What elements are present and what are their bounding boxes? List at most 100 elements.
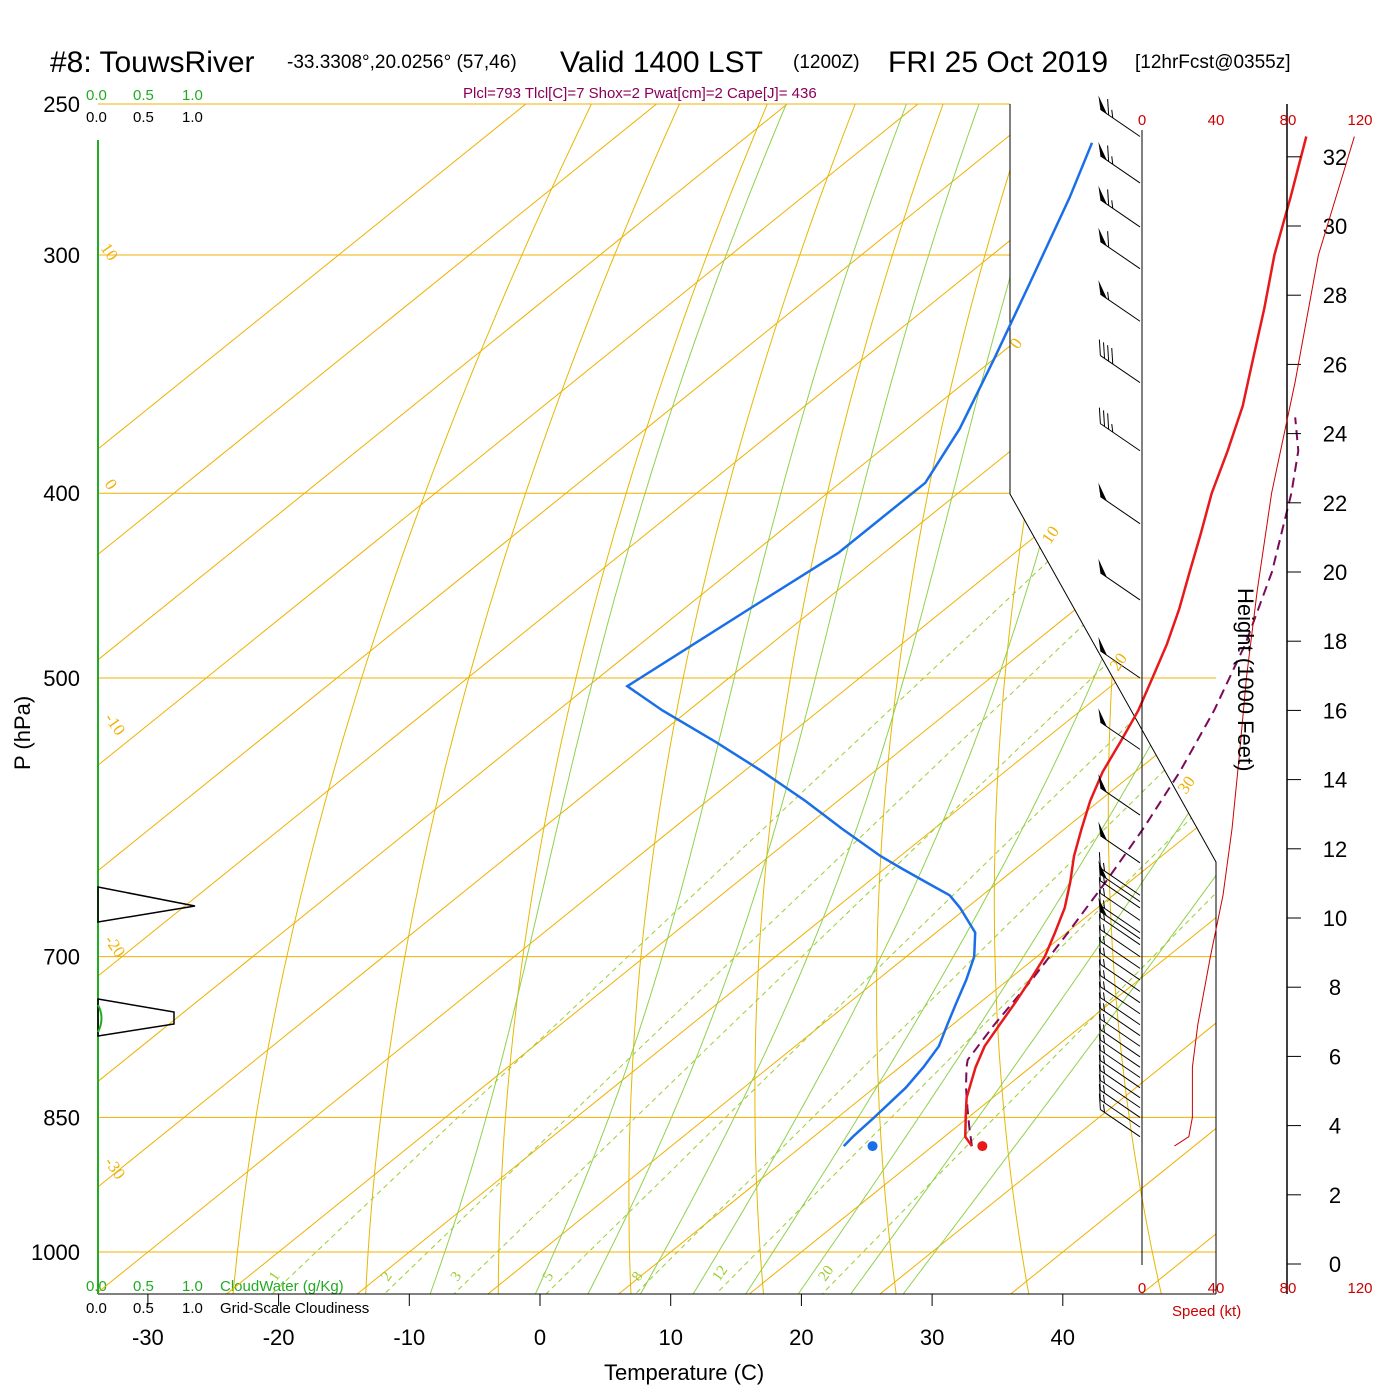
wind-barb xyxy=(1098,936,1141,981)
wind-barb xyxy=(1098,877,1141,921)
wind-barb-pennant xyxy=(1098,708,1107,727)
dewpoint-profile xyxy=(625,142,1094,1147)
wind-barb-staff xyxy=(1100,952,1141,981)
isotherm xyxy=(98,104,1004,1294)
background-lines xyxy=(98,35,1312,1300)
wind-barb-staff xyxy=(1100,1029,1141,1058)
height-axis-title: Height (1000 Feet) xyxy=(1233,588,1258,771)
wind-barb-flag xyxy=(1098,936,1101,953)
isotherm-label: -30 xyxy=(101,1153,130,1182)
isotherm xyxy=(741,104,1216,1294)
isotherm-label: 0 xyxy=(1006,334,1026,352)
wind-barb-half xyxy=(1111,424,1114,433)
speed-axis-title: Speed (kt) xyxy=(1172,1303,1241,1320)
wind-barb-staff xyxy=(1100,1109,1141,1138)
speed-tick-bottom: 120 xyxy=(1347,1280,1372,1297)
wind-barb xyxy=(1098,970,1141,1015)
mixing-ratio-line xyxy=(447,492,1216,1294)
wind-barb-staff xyxy=(1100,1099,1141,1128)
mixing-ratio-label: 2 xyxy=(378,1269,395,1284)
speed-tick-top: 0 xyxy=(1138,112,1146,129)
wind-barb-pennant xyxy=(1098,280,1107,299)
wind-barb xyxy=(1098,1013,1141,1058)
wind-barb xyxy=(1098,1024,1141,1068)
wind-barb-pennant xyxy=(1098,482,1107,502)
wind-barb-staff xyxy=(1100,1080,1141,1109)
wind-barb-staff xyxy=(1100,1070,1141,1099)
dry-adiabat xyxy=(364,104,712,1294)
speed-tick-top: 120 xyxy=(1347,112,1372,129)
wind-barb-staff xyxy=(1100,572,1141,601)
cloudiness-spike-upper xyxy=(97,886,196,923)
mixing-ratio-line xyxy=(377,492,1216,1294)
x-tick-label: -30 xyxy=(132,1325,164,1350)
station-title: #8: TouwsRiver xyxy=(50,46,255,79)
x-tick-label: 30 xyxy=(920,1325,944,1350)
profiles xyxy=(625,136,1308,1152)
cloud-scale-bottom-black-2: 1.0 xyxy=(182,1300,203,1317)
cloud-scale-top-black-2: 1.0 xyxy=(182,109,203,126)
cloud-scale-top-green-2: 1.0 xyxy=(182,87,203,104)
wind-barb xyxy=(1098,1074,1141,1118)
cloud-scale-top-black-0: 0.0 xyxy=(86,109,107,126)
wind-barb-flag xyxy=(1098,407,1101,424)
wind-barb xyxy=(1098,1003,1141,1047)
isotherm-label: 0 xyxy=(101,475,121,493)
height-tick-label: 16 xyxy=(1323,698,1347,723)
speed-profile xyxy=(1174,136,1355,1147)
moist-adiabat xyxy=(427,104,809,1294)
wind-barb-staff xyxy=(1100,1089,1141,1118)
wind-barb xyxy=(1098,901,1141,946)
moist-adiabat xyxy=(741,104,1216,1294)
wind-barb-half xyxy=(1103,992,1106,1001)
wind-barb xyxy=(1098,852,1141,896)
wind-barb-staff xyxy=(1100,835,1141,864)
wind-barb-staff xyxy=(1100,108,1141,137)
wind-barb-flag xyxy=(1098,1074,1101,1091)
wind-barb-flag xyxy=(1098,992,1101,1009)
wind-barb-half xyxy=(1103,959,1106,968)
wind-barb-half xyxy=(1103,1094,1106,1103)
isotherm xyxy=(479,104,1216,1294)
wind-barb xyxy=(1098,95,1141,137)
cloud-scale-top-green-1: 0.5 xyxy=(133,87,154,104)
wind-barb-flag xyxy=(1098,1013,1101,1030)
wind-barb-flag xyxy=(1107,145,1110,162)
dry-adiabat xyxy=(754,104,970,1294)
cloud-scale-top-green-0: 0.0 xyxy=(86,87,107,104)
utc-time: (1200Z) xyxy=(793,52,860,73)
wind-barb-half xyxy=(1103,1075,1106,1084)
wind-barb-staff xyxy=(1100,997,1141,1026)
surface-temperature-dot xyxy=(977,1141,988,1152)
wind-barb-pennant xyxy=(1098,95,1107,114)
cloud-scale-bottom-green-2: 1.0 xyxy=(182,1278,203,1295)
isotherm-label: 10 xyxy=(1038,522,1063,547)
cloud-water-bump xyxy=(97,1004,103,1033)
cloud-scale-bottom-black-1: 0.5 xyxy=(133,1300,154,1317)
wind-barb xyxy=(1098,1034,1141,1078)
isotherm xyxy=(610,104,1216,1294)
cloud-scale-bottom-green-1: 0.5 xyxy=(133,1278,154,1295)
wind-barb-flag xyxy=(1107,98,1110,116)
pressure-tick-label: 300 xyxy=(43,243,80,268)
temperature-ticks: -30 -20 -10 0 10 20 30 40 xyxy=(132,1294,1075,1350)
wind-barb xyxy=(1098,821,1141,864)
wind-barb-flag xyxy=(1107,231,1110,248)
wind-barb-flag xyxy=(1098,1034,1101,1051)
mixing-ratio-label: 3 xyxy=(448,1269,465,1284)
wind-barb-staff xyxy=(1100,1049,1141,1078)
wind-barb-half xyxy=(1103,888,1106,897)
wind-barb-pennant xyxy=(1098,227,1107,247)
wind-barb xyxy=(1098,141,1141,184)
x-tick-label: -20 xyxy=(263,1325,295,1350)
wind-barb-staff xyxy=(1100,867,1141,896)
cloud-water-label: CloudWater (g/Kg) xyxy=(220,1278,344,1295)
wind-barb-flag xyxy=(1107,345,1110,362)
moist-adiabat xyxy=(845,104,1216,1294)
wind-barb-flag xyxy=(1098,981,1101,998)
dry-adiabat xyxy=(1219,35,1312,1300)
height-tick-label: 32 xyxy=(1323,145,1347,170)
wind-barb xyxy=(1098,992,1141,1036)
